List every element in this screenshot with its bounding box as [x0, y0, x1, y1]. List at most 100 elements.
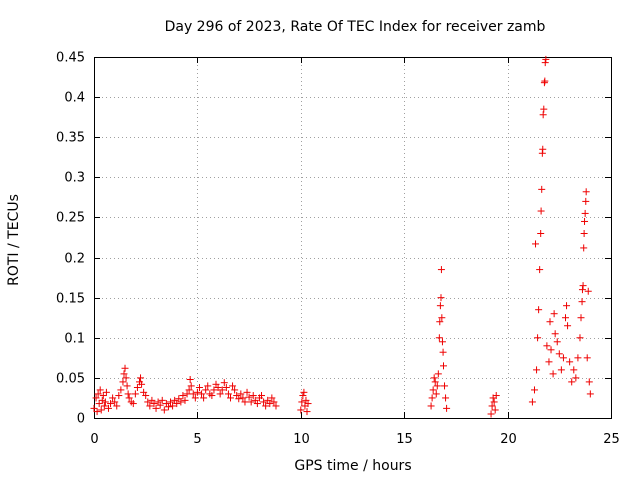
- x-tick-label: 5: [193, 432, 201, 447]
- data-point: [208, 392, 216, 400]
- data-point: [435, 334, 443, 342]
- data-point: [121, 364, 129, 372]
- data-point: [430, 374, 438, 382]
- data-point: [107, 400, 115, 408]
- data-point: [299, 392, 307, 400]
- data-point: [222, 384, 230, 392]
- data-point: [101, 398, 109, 406]
- data-point: [577, 314, 585, 322]
- data-point: [245, 393, 253, 401]
- data-point: [122, 374, 130, 382]
- data-point: [156, 401, 164, 409]
- data-point: [177, 398, 185, 406]
- data-point: [438, 314, 446, 322]
- data-point: [555, 350, 563, 358]
- data-point: [111, 398, 119, 406]
- data-point: [304, 400, 312, 408]
- data-point: [438, 338, 446, 346]
- data-point: [144, 398, 152, 406]
- data-point: [179, 392, 187, 400]
- data-point: [270, 398, 278, 406]
- plot-frame: [94, 57, 612, 419]
- data-point: [583, 354, 591, 362]
- data-point: [557, 366, 565, 374]
- data-point: [119, 378, 127, 386]
- data-point: [152, 404, 160, 412]
- data-point: [160, 406, 168, 414]
- y-tick-label: 0.15: [56, 292, 85, 307]
- data-point: [562, 314, 570, 322]
- data-point: [113, 402, 121, 410]
- data-point: [229, 382, 237, 390]
- data-point: [247, 398, 255, 406]
- data-point: [441, 382, 449, 390]
- data-point: [268, 394, 276, 402]
- data-point: [436, 318, 444, 326]
- data-point: [253, 400, 261, 408]
- data-point: [169, 402, 177, 410]
- y-tick-label: 0.2: [64, 252, 85, 267]
- data-point: [546, 318, 554, 326]
- data-point: [117, 386, 125, 394]
- data-point: [198, 390, 206, 398]
- data-point: [164, 403, 172, 411]
- data-point: [97, 406, 105, 414]
- y-tick-label: 0.4: [64, 91, 85, 106]
- x-axis-label: GPS time / hours: [294, 458, 411, 474]
- data-point: [580, 244, 588, 252]
- data-point: [173, 400, 181, 408]
- data-point: [576, 334, 584, 342]
- data-point: [262, 402, 270, 410]
- data-point: [191, 394, 199, 402]
- data-point: [539, 145, 547, 153]
- data-point: [210, 386, 218, 394]
- data-point: [582, 197, 590, 205]
- y-tick-label: 0.45: [56, 51, 85, 66]
- chart-title: Day 296 of 2023, Rate Of TEC Index for r…: [165, 19, 546, 35]
- data-point: [437, 294, 445, 302]
- data-point: [536, 266, 544, 274]
- data-point: [534, 334, 542, 342]
- data-point: [579, 282, 587, 290]
- data-point: [133, 384, 141, 392]
- data-point: [572, 374, 580, 382]
- data-point: [528, 398, 536, 406]
- data-point: [297, 406, 305, 414]
- data-point: [547, 346, 555, 354]
- data-point: [537, 229, 545, 237]
- data-point: [202, 386, 210, 394]
- x-tick-label: 0: [90, 432, 98, 447]
- x-tick-label: 25: [603, 432, 620, 447]
- data-point: [491, 406, 499, 414]
- data-point: [189, 390, 197, 398]
- data-point: [120, 370, 128, 378]
- y-tick-label: 0.3: [64, 171, 85, 186]
- data-point: [260, 398, 268, 406]
- data-point: [185, 386, 193, 394]
- data-point: [129, 400, 137, 408]
- data-point: [585, 378, 593, 386]
- data-point: [266, 400, 274, 408]
- data-point: [231, 386, 239, 394]
- data-point: [566, 358, 574, 366]
- data-point: [582, 188, 590, 196]
- data-point: [115, 392, 123, 400]
- data-point: [109, 394, 117, 402]
- data-point: [439, 362, 447, 370]
- data-point: [224, 390, 232, 398]
- data-point: [437, 266, 445, 274]
- y-tick-label: 0.05: [56, 372, 85, 387]
- data-point: [258, 392, 266, 400]
- data-point: [436, 302, 444, 310]
- data-point: [442, 394, 450, 402]
- data-point: [542, 55, 550, 63]
- grid-layer: [94, 57, 611, 418]
- data-point: [550, 310, 558, 318]
- data-point: [428, 394, 436, 402]
- data-point: [578, 286, 586, 294]
- y-axis-label: ROTI / TECUs: [6, 194, 22, 286]
- data-point: [549, 370, 557, 378]
- data-point: [193, 388, 201, 396]
- data-point: [433, 382, 441, 390]
